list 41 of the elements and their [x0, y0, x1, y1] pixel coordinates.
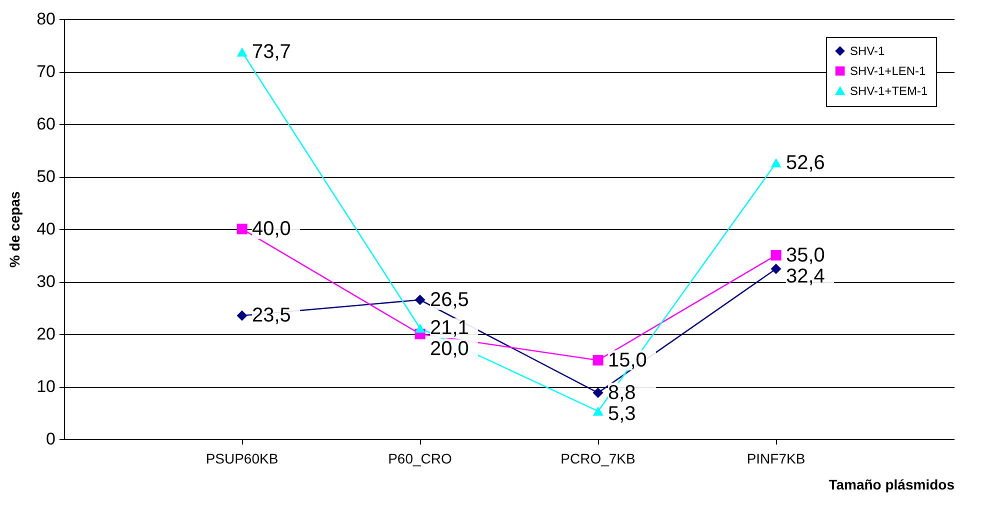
data-label: 5,3 [608, 402, 636, 425]
y-tick-label: 70 [36, 62, 56, 81]
y-tick-label: 20 [36, 324, 56, 344]
y-tick-label: 10 [36, 377, 56, 396]
point [770, 158, 782, 168]
point [770, 250, 782, 260]
x-tick-label: PINF7KB [746, 450, 806, 466]
legend-label: SHV-1+LEN-1 [850, 64, 926, 78]
point [592, 355, 604, 366]
y-tick-label: 0 [46, 430, 56, 448]
point [592, 406, 604, 416]
point [592, 388, 604, 398]
data-label: 40,0 [252, 218, 291, 240]
point [770, 264, 782, 274]
y-tick-label: 50 [36, 167, 56, 186]
y-axis-title: % de cepas [6, 191, 23, 268]
data-label: 52,6 [786, 152, 825, 174]
data-label: 23,5 [252, 304, 291, 327]
point [236, 48, 248, 57]
x-axis-title: Tamaño plásmidos [828, 476, 955, 492]
data-label: 73,7 [252, 41, 291, 64]
x-tick-label: P60_CRO [388, 450, 452, 466]
legend-label: SHV-1 [850, 44, 886, 58]
data-label: 32,4 [786, 265, 825, 288]
x-tick-label: PSUP60KB [206, 450, 278, 466]
y-tick-label: 40 [36, 220, 56, 238]
data-label: 21,1 [430, 317, 469, 340]
x-tick-label: PCRO_7KB [560, 450, 636, 466]
legend-label: SHV-1+TEM-1 [850, 84, 928, 98]
point [414, 294, 426, 306]
data-label: 35,0 [786, 244, 825, 266]
data-label: 26,5 [430, 288, 469, 311]
point [414, 324, 426, 333]
y-tick-label: 60 [36, 114, 56, 134]
point [236, 224, 248, 234]
data-label: 8,8 [608, 382, 636, 404]
y-tick-label: 80 [36, 10, 56, 28]
point [236, 310, 248, 321]
data-label: 15,0 [608, 349, 647, 372]
data-label: 20,0 [430, 338, 469, 360]
y-tick-label: 30 [36, 272, 56, 291]
